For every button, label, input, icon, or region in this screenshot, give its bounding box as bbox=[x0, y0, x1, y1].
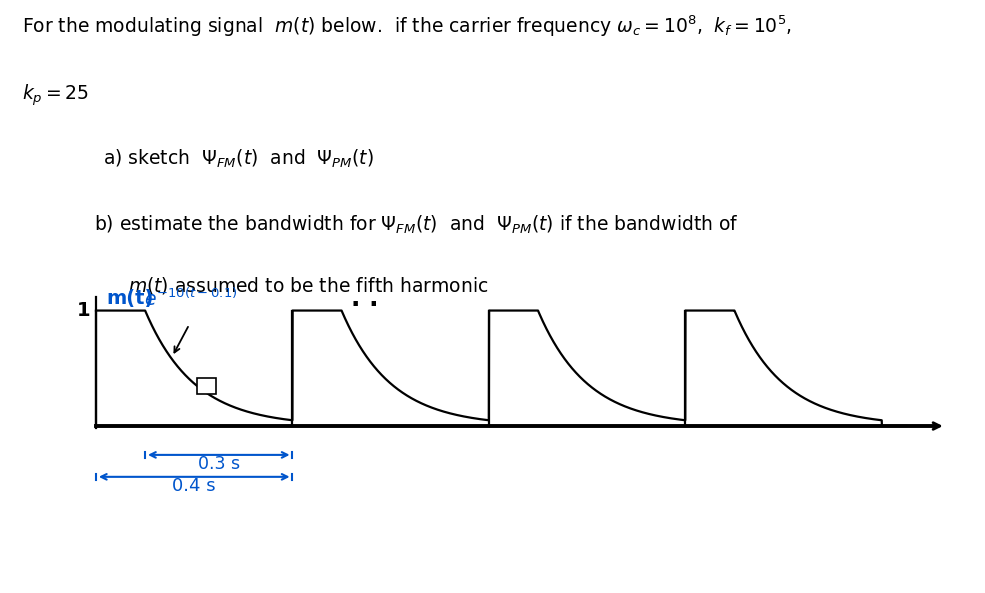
Bar bbox=[197, 378, 217, 394]
Text: 0.4 s: 0.4 s bbox=[172, 477, 216, 495]
Text: 1: 1 bbox=[77, 301, 90, 320]
Text: 0.3 s: 0.3 s bbox=[198, 455, 239, 473]
Text: $k_p = 25$: $k_p = 25$ bbox=[22, 82, 89, 108]
Text: a) sketch  $\Psi_{FM}(t)$  and  $\Psi_{PM}(t)$: a) sketch $\Psi_{FM}(t)$ and $\Psi_{PM}(… bbox=[103, 148, 374, 170]
Text: b) estimate the bandwidth for $\Psi_{FM}(t)$  and  $\Psi_{PM}(t)$ if the bandwid: b) estimate the bandwidth for $\Psi_{FM}… bbox=[94, 213, 739, 235]
Text: For the modulating signal  $m(t)$ below.  if the carrier frequency $\omega_c = 1: For the modulating signal $m(t)$ below. … bbox=[22, 14, 792, 39]
Text: $e^{-10(t-0.1)}$: $e^{-10(t-0.1)}$ bbox=[144, 288, 237, 310]
Text: . .: . . bbox=[352, 287, 379, 311]
Text: m(t): m(t) bbox=[106, 289, 155, 308]
Text: $m(t)$ assumed to be the fifth harmonic: $m(t)$ assumed to be the fifth harmonic bbox=[128, 275, 489, 296]
